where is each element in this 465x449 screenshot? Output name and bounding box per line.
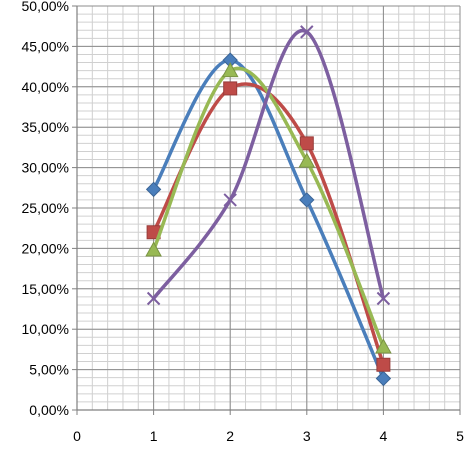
- x-tick-label: 5: [456, 428, 464, 444]
- y-tick-label: 50,00%: [22, 0, 69, 14]
- y-tick-label: 25,00%: [22, 200, 69, 216]
- series-3-point-3: [298, 152, 316, 168]
- y-tick-label: 10,00%: [22, 321, 69, 337]
- series-3-point-4: [375, 338, 392, 354]
- series-3-point-2: [221, 62, 239, 78]
- x-tick-label: 0: [73, 428, 81, 444]
- y-tick-label: 0,00%: [29, 402, 69, 418]
- series-3-point-1: [145, 241, 162, 257]
- y-tick-label: 30,00%: [22, 160, 69, 176]
- series-2-point-4: [376, 357, 391, 372]
- series-1-point-3: [299, 192, 315, 208]
- series-1-line: [151, 58, 386, 381]
- y-tick-label: 15,00%: [22, 281, 69, 297]
- series-2-point-3: [299, 136, 314, 151]
- y-tick-label: 20,00%: [22, 240, 69, 256]
- series-4-line: [151, 28, 386, 301]
- series-4: [146, 25, 391, 306]
- x-tick-labels: 0 1 2 3 4 5: [73, 428, 464, 444]
- series-4-point-4: [376, 291, 391, 306]
- series-layer: [145, 25, 392, 387]
- series-1-point-4: [375, 370, 392, 387]
- x-tick-label: 4: [380, 428, 388, 444]
- series-4-point-3: [300, 25, 314, 39]
- y-tick-label: 5,00%: [29, 362, 69, 378]
- y-tick-label: 35,00%: [22, 119, 69, 135]
- x-tick-label: 3: [303, 428, 311, 444]
- y-tick-label: 40,00%: [22, 79, 69, 95]
- series-1: [145, 52, 392, 387]
- series-4-point-2: [223, 193, 237, 207]
- series-4-point-1: [146, 291, 161, 306]
- x-tick-label: 1: [150, 428, 158, 444]
- x-tick-label: 2: [226, 428, 234, 444]
- major-grid: [76, 5, 461, 411]
- series-2-point-2: [223, 81, 238, 96]
- y-tick-labels: 0,00% 5,00% 10,00% 15,00% 20,00% 25,00% 30,00%…: [22, 0, 69, 418]
- y-tick-label: 45,00%: [22, 38, 69, 54]
- axes: [72, 5, 461, 415]
- series-1-point-1: [145, 181, 162, 198]
